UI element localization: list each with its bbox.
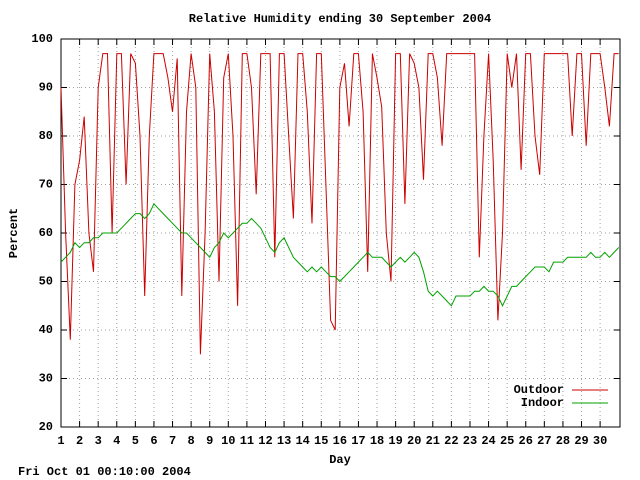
x-tick-label: 24 bbox=[481, 434, 495, 448]
x-tick-label: 10 bbox=[221, 434, 235, 448]
x-tick-label: 18 bbox=[370, 434, 384, 448]
chart-title: Relative Humidity ending 30 September 20… bbox=[189, 12, 491, 26]
x-tick-label: 14 bbox=[295, 434, 309, 448]
x-tick-label: 15 bbox=[314, 434, 328, 448]
x-tick-label: 8 bbox=[188, 434, 195, 448]
x-tick-label: 11 bbox=[240, 434, 254, 448]
x-axis-label: Day bbox=[329, 453, 351, 467]
x-tick-label: 21 bbox=[426, 434, 440, 448]
x-tick-label: 27 bbox=[537, 434, 551, 448]
y-tick-label: 30 bbox=[39, 372, 53, 386]
y-tick-label: 90 bbox=[39, 81, 53, 95]
y-tick-label: 70 bbox=[39, 178, 53, 192]
x-tick-label: 2 bbox=[76, 434, 83, 448]
x-tick-label: 4 bbox=[113, 434, 120, 448]
y-tick-label: 40 bbox=[39, 323, 53, 337]
x-tick-label: 26 bbox=[519, 434, 533, 448]
y-tick-label: 100 bbox=[31, 32, 53, 46]
y-tick-label: 60 bbox=[39, 226, 53, 240]
x-tick-label: 20 bbox=[407, 434, 421, 448]
x-tick-label: 29 bbox=[574, 434, 588, 448]
x-tick-label: 25 bbox=[500, 434, 514, 448]
x-tick-label: 19 bbox=[388, 434, 402, 448]
x-tick-label: 6 bbox=[150, 434, 157, 448]
legend-label: Outdoor bbox=[514, 383, 564, 397]
x-tick-label: 5 bbox=[132, 434, 139, 448]
x-tick-label: 17 bbox=[351, 434, 365, 448]
y-tick-label: 50 bbox=[39, 275, 53, 289]
plot-border bbox=[60, 38, 621, 428]
legend-label: Indoor bbox=[521, 396, 564, 410]
data-line bbox=[60, 203, 620, 307]
x-tick-label: 1 bbox=[57, 434, 64, 448]
footer: Fri Oct 01 00:10:00 2004 bbox=[18, 465, 191, 479]
x-tick-label: 28 bbox=[556, 434, 570, 448]
data-line bbox=[60, 53, 619, 355]
x-tick-label: 9 bbox=[206, 434, 213, 448]
x-tick-label: 23 bbox=[463, 434, 477, 448]
x-tick-label: 3 bbox=[95, 434, 102, 448]
x-tick-label: 30 bbox=[593, 434, 607, 448]
x-tick-label: 16 bbox=[333, 434, 347, 448]
x-tick-label: 13 bbox=[277, 434, 291, 448]
y-tick-label: 80 bbox=[39, 129, 53, 143]
y-tick-label: 20 bbox=[39, 420, 53, 434]
y-axis-label: Percent bbox=[7, 208, 21, 258]
x-tick-label: 12 bbox=[258, 434, 272, 448]
x-tick-label: 22 bbox=[444, 434, 458, 448]
x-tick-label: 7 bbox=[169, 434, 176, 448]
